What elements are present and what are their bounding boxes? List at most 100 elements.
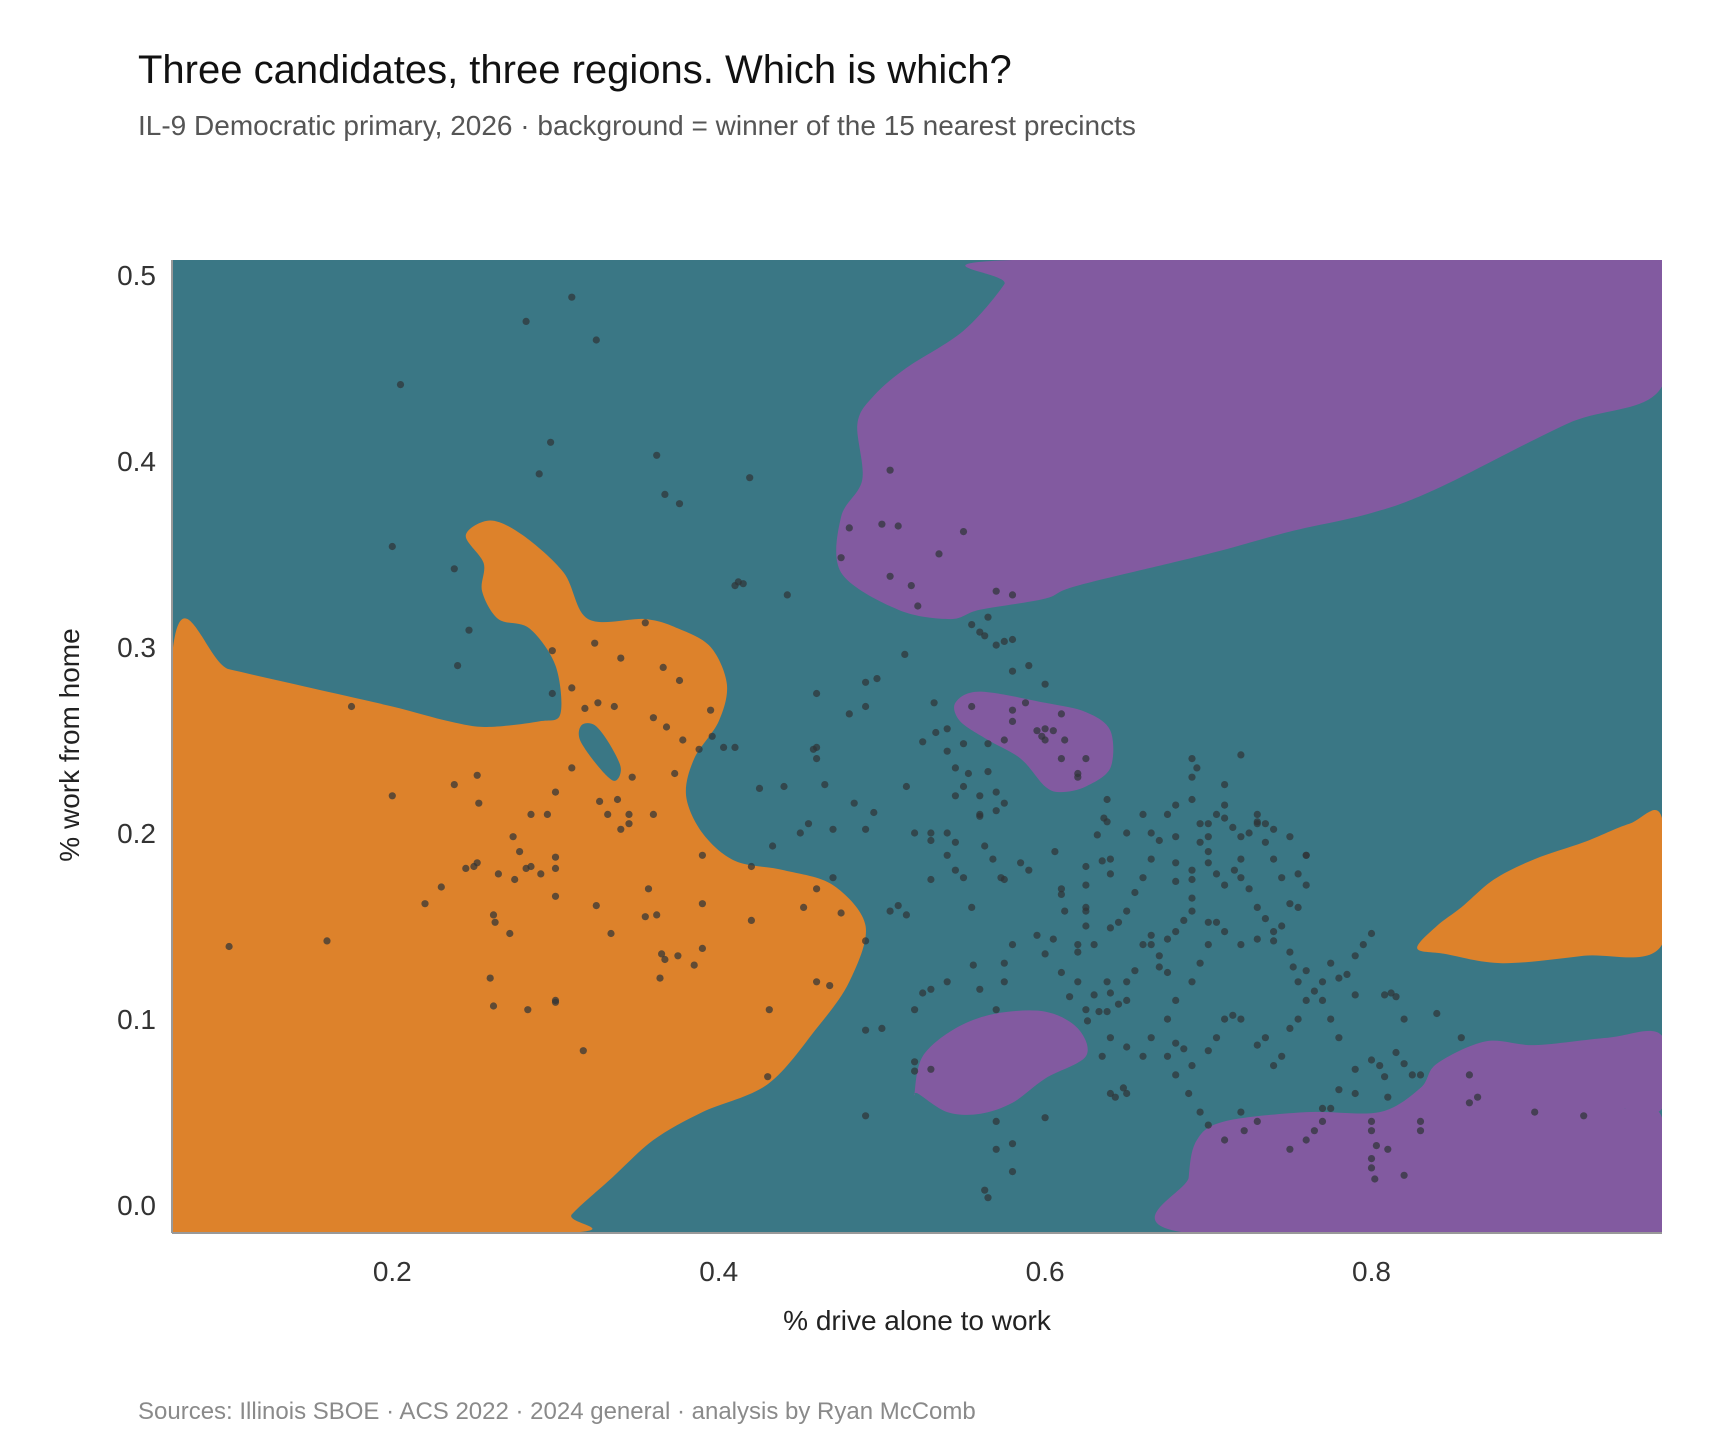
data-point [1416,1117,1425,1125]
data-point [734,578,742,586]
data-point [1147,855,1155,863]
data-point [1204,848,1212,856]
data-point [886,907,894,915]
data-point [932,728,940,737]
data-point [1367,1127,1376,1135]
data-point [1367,1155,1376,1163]
data-point [1196,1108,1204,1116]
data-point [984,740,992,748]
data-point [1172,1071,1180,1079]
data-point [1204,1047,1212,1055]
data-point [968,621,976,629]
data-point [1204,1121,1212,1129]
data-point [964,769,973,778]
data-point [1093,831,1101,839]
data-point [323,937,331,945]
data-point [862,678,870,686]
data-point [1172,996,1180,1005]
data-point [698,851,707,859]
data-point [1172,859,1180,867]
data-point [862,825,870,833]
data-point [894,902,902,910]
data-point [1188,907,1196,915]
data-point [551,853,560,861]
data-point [475,799,483,807]
data-point [1082,907,1090,915]
data-point [1057,755,1065,763]
data-point [1139,874,1147,882]
data-point [1230,866,1238,874]
data-point [607,929,615,938]
data-point [437,883,445,891]
data-point [1261,838,1269,846]
data-point [470,862,478,871]
data-point [1335,1086,1343,1094]
data-point [1049,935,1057,943]
data-point [592,902,600,910]
data-point [1318,996,1327,1005]
axes-layer [171,260,1662,1234]
data-point [1381,1073,1389,1081]
data-point [1041,950,1049,958]
data-point [1111,1093,1119,1101]
data-point [1057,710,1065,718]
data-point [764,1073,772,1081]
data-point [489,911,498,919]
data-point [1351,1065,1359,1073]
x-tick-label: 0.8 [1352,1256,1391,1287]
data-point [813,689,821,698]
data-point [568,293,576,301]
region-orange-0 [172,520,866,1233]
data-point [1061,736,1069,744]
data-point [1106,1034,1114,1042]
data-point [1188,1062,1196,1070]
data-point [1008,635,1017,644]
data-point [862,702,870,711]
data-point [1221,881,1229,889]
data-point [1261,1034,1269,1042]
data-point [981,842,989,850]
data-point [1318,1104,1327,1112]
data-point [551,892,560,900]
data-point [1082,755,1090,763]
data-point [1008,591,1017,599]
data-point [1103,978,1111,986]
data-point [981,632,989,640]
data-point [1229,1011,1237,1019]
data-point [1106,870,1114,878]
data-point [1253,1117,1261,1125]
data-point [1302,1136,1310,1144]
data-point [989,855,997,863]
data-point [1172,801,1180,809]
data-point [581,704,589,713]
y-tick-label: 0.1 [117,1004,156,1035]
data-point [1408,1071,1416,1079]
data-point [1131,888,1139,897]
data-point [649,714,658,722]
data-point [755,784,764,793]
data-point [1400,1015,1408,1023]
data-point [491,918,499,926]
data-point [943,829,951,837]
data-point [1318,978,1327,986]
data-point [1261,915,1269,923]
data-point [516,848,524,856]
data-point [1082,1006,1090,1014]
data-point [1114,918,1123,926]
x-tick-labels: 0.2 0.4 0.6 0.8 [373,1256,1391,1287]
data-point [1318,1117,1327,1125]
data-point [1286,948,1294,956]
data-point [894,522,902,530]
data-point [641,913,649,921]
data-point [1294,1015,1302,1023]
data-point [547,438,555,446]
x-axis-label: % drive alone to work [783,1305,1052,1336]
data-point [1278,922,1286,930]
data-point [1294,903,1302,912]
data-point [1008,717,1017,726]
data-point [1041,680,1049,688]
data-point [708,732,716,740]
data-point [653,911,661,919]
data-point [1465,1099,1473,1107]
